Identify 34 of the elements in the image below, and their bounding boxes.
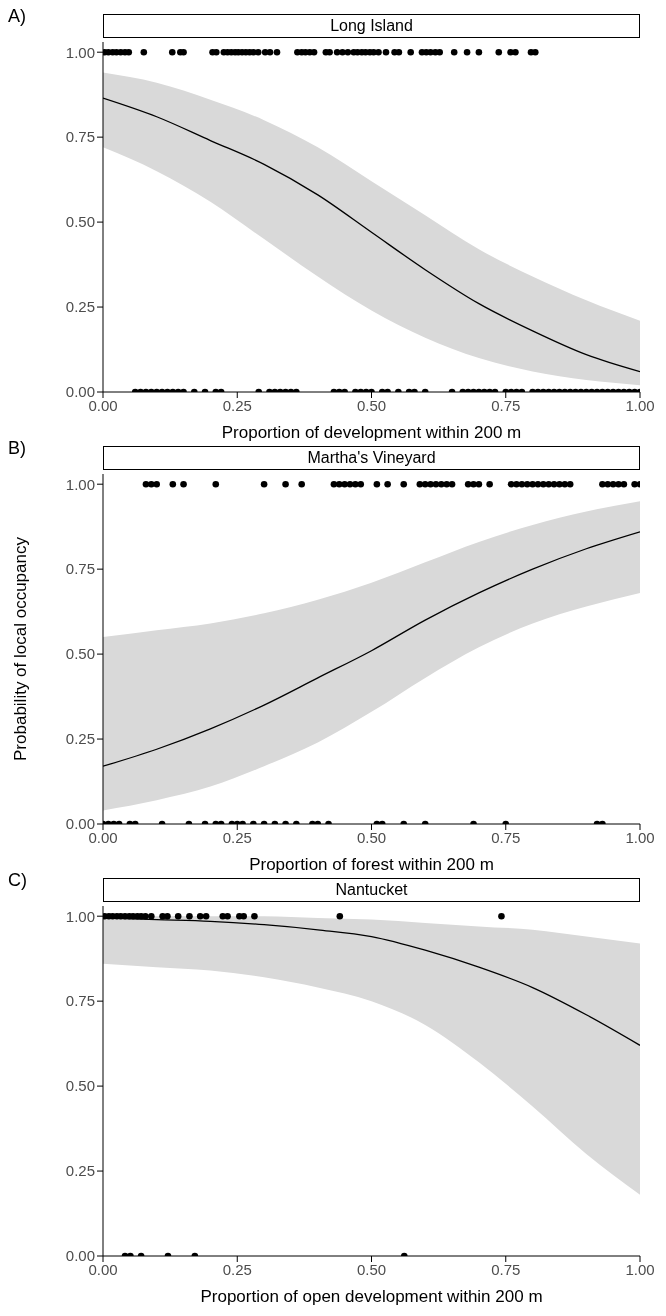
x-tick-label: 1.00 — [625, 396, 655, 414]
text: A) — [8, 6, 26, 27]
y-axis-title: Probability of local occupancy — [11, 536, 31, 761]
x-tick-label: 0.50 — [356, 396, 387, 414]
x-tick-label: 0.25 — [222, 828, 252, 846]
y-tick-label: 0.50 — [65, 1077, 95, 1095]
chart-title: Long Island — [103, 14, 640, 38]
y-tick-label: 0.75 — [65, 560, 95, 578]
x-tick-label: 1.00 — [625, 1260, 655, 1278]
chart-title: Nantucket — [103, 878, 640, 902]
y-tick-label: 0.75 — [65, 992, 95, 1010]
chart-title: Martha's Vineyard — [103, 446, 640, 470]
x-axis-title: Proportion of open development within 200 m — [200, 1287, 543, 1306]
x-axis-title: Proportion of development within 200 m — [221, 423, 522, 442]
x-tick-label: 0.25 — [222, 396, 252, 414]
y-tick-label: 0.50 — [65, 645, 95, 663]
x-tick-label: 0.25 — [222, 1260, 252, 1278]
y-tick-label: 0.50 — [65, 213, 95, 231]
x-tick-label: 0.75 — [491, 1260, 521, 1278]
y-tick-label: 1.00 — [65, 907, 95, 925]
y-tick-label: 1.00 — [65, 475, 95, 493]
y-tick-label: 0.25 — [65, 1162, 95, 1180]
x-tick-label: 0.50 — [356, 1260, 387, 1278]
x-tick-label: 1.00 — [625, 828, 655, 846]
x-tick-label: 0.75 — [491, 828, 521, 846]
y-tick-label: 1.00 — [65, 43, 95, 61]
y-tick-label: 0.25 — [65, 298, 95, 316]
y-tick-label: 0.25 — [65, 730, 95, 748]
text: C) — [8, 870, 27, 891]
x-tick-label: 0.50 — [356, 828, 387, 846]
x-tick-label: 0.75 — [491, 396, 521, 414]
text: B) — [8, 438, 26, 459]
x-axis-title: Proportion of forest within 200 m — [249, 855, 494, 874]
y-tick-label: 0.75 — [65, 128, 95, 146]
